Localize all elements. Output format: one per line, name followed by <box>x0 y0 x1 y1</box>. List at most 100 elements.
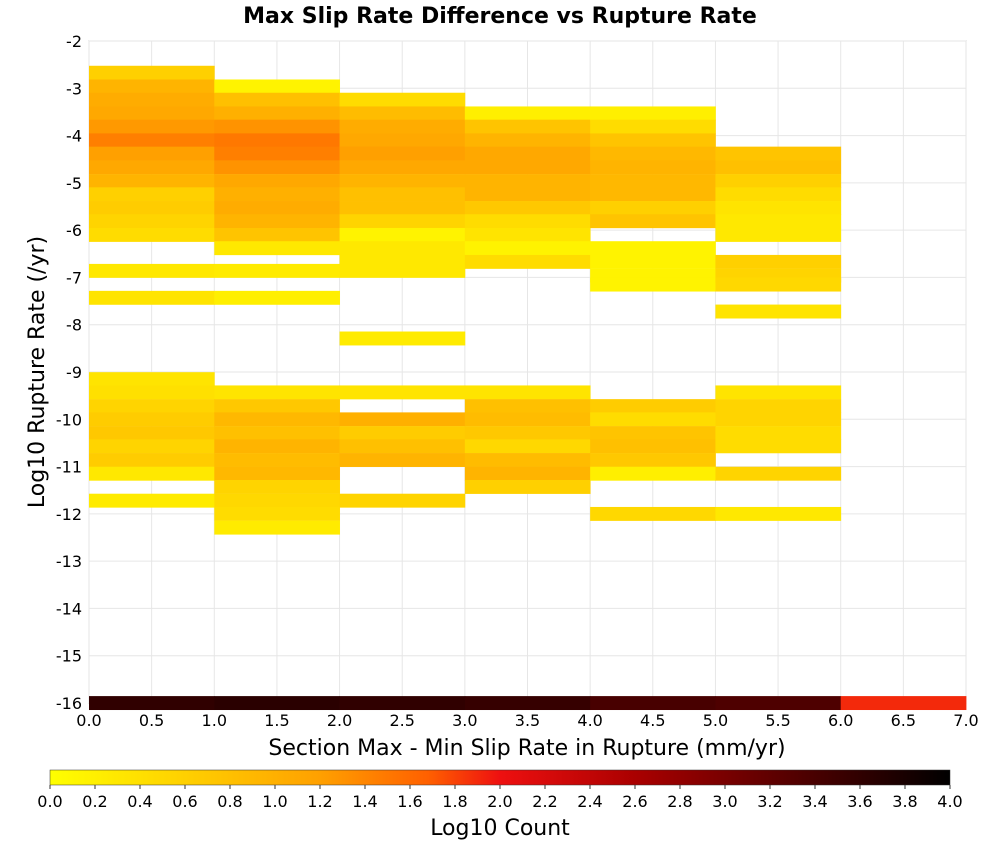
heatmap-cell <box>89 92 215 107</box>
colorbar-tick-label: 1.4 <box>352 792 377 811</box>
colorbar-tick-label: 3.0 <box>712 792 737 811</box>
heatmap-cell <box>89 227 215 242</box>
heatmap-cell <box>89 399 215 414</box>
heatmap-cell <box>339 201 466 215</box>
heatmap-cell <box>339 453 466 467</box>
heatmap-cell <box>464 187 591 202</box>
colorbar-tick-label: 1.0 <box>262 792 287 811</box>
colorbar-tick-label: 0.6 <box>172 792 197 811</box>
heatmap-cell <box>464 439 591 454</box>
heatmap-cell <box>590 412 716 427</box>
heatmap-cell <box>89 214 215 229</box>
y-axis-label: Log10 Rupture Rate (/yr) <box>25 236 50 508</box>
heatmap-cell <box>214 106 340 121</box>
x-tick-label: 1.0 <box>202 711 227 730</box>
heatmap-cell <box>89 119 215 134</box>
heatmap-cell <box>89 160 215 175</box>
heatmap-cell <box>214 133 340 148</box>
x-tick-label: 4.0 <box>577 711 602 730</box>
heatmap-cell <box>89 372 215 387</box>
heatmap-cell <box>89 466 215 481</box>
x-tick-label: 6.5 <box>891 711 916 730</box>
heatmap-cell <box>89 106 215 121</box>
heatmap-cell <box>214 119 340 134</box>
heatmap-cell <box>339 133 466 148</box>
heatmap-cell <box>590 696 716 711</box>
colorbar-tick-label: 3.2 <box>757 792 782 811</box>
heatmap-cell <box>339 92 466 107</box>
heatmap-cell <box>339 146 466 161</box>
y-tick-label: -3 <box>66 79 82 98</box>
heatmap-cell <box>590 466 716 481</box>
heatmap-cell <box>590 277 716 292</box>
heatmap-cell <box>715 696 842 711</box>
heatmap-cell <box>214 506 340 521</box>
heatmap-cell <box>214 241 340 256</box>
heatmap-cell <box>214 466 340 481</box>
heatmap-cell <box>715 174 842 188</box>
heatmap-cell <box>339 187 466 202</box>
heatmap-cell <box>339 227 466 242</box>
heatmap-cell <box>339 160 466 175</box>
y-tick-label: -15 <box>56 647 82 666</box>
x-tick-label: 1.5 <box>264 711 289 730</box>
y-tick-label: -8 <box>66 316 82 335</box>
heatmap-cell <box>715 412 842 427</box>
x-tick-label: 5.5 <box>765 711 790 730</box>
heatmap-cell <box>464 201 591 215</box>
heatmap-cell <box>339 263 466 278</box>
heatmap-cell <box>89 174 215 188</box>
heatmap-cell <box>339 412 466 427</box>
y-tick-label: -9 <box>66 363 82 382</box>
y-tick-label: -7 <box>66 268 82 287</box>
colorbar-tick-label: 2.2 <box>532 792 557 811</box>
heatmap-cell <box>214 520 340 535</box>
heatmap-cell <box>214 92 340 107</box>
heatmap-cell <box>715 160 842 175</box>
heatmap-cell <box>464 412 591 427</box>
x-tick-label: 2.0 <box>327 711 352 730</box>
heatmap-cell <box>590 160 716 175</box>
heatmap-cell <box>590 426 716 441</box>
heatmap-cell <box>715 399 842 414</box>
colorbar-tick-label: 2.4 <box>577 792 602 811</box>
x-tick-label: 5.0 <box>703 711 728 730</box>
heatmap-cell <box>214 187 340 202</box>
colorbar-tick-label: 4.0 <box>937 792 962 811</box>
heatmap-cell <box>715 201 842 215</box>
x-tick-label: 6.0 <box>828 711 853 730</box>
heatmap-cell <box>590 241 716 256</box>
heatmap-cell <box>715 214 842 229</box>
x-axis-ticks: 0.0 0.5 1.0 1.5 2.0 2.5 3.0 3.5 4.0 4.5 5.0 5.5 6.0 6… <box>76 711 978 730</box>
heatmap-cell <box>214 385 340 400</box>
heatmap-cell <box>214 227 340 242</box>
y-axis-ticks: -2 -3 -4 -5 -6 -7 -8 -9 -10 -11 -12 -13 -14 -15 -16 <box>56 32 82 713</box>
y-tick-label: -16 <box>56 694 82 713</box>
heatmap-cell <box>464 174 591 188</box>
y-tick-label: -12 <box>56 505 82 524</box>
heatmap-cell <box>214 201 340 215</box>
heatmap-cell <box>715 227 842 242</box>
heatmap-cells <box>89 65 967 711</box>
y-tick-label: -5 <box>66 174 82 193</box>
y-tick-label: -10 <box>56 410 82 429</box>
heatmap-cell <box>464 214 591 229</box>
heatmap-cell <box>464 119 591 134</box>
heatmap-cell <box>214 696 340 711</box>
heatmap-cell <box>464 426 591 441</box>
heatmap-cell <box>214 480 340 494</box>
colorbar-tick-label: 2.6 <box>622 792 647 811</box>
heatmap-cell <box>89 385 215 400</box>
chart-title: Max Slip Rate Difference vs Rupture Rate <box>243 4 757 29</box>
colorbar-tick-label: 3.8 <box>892 792 917 811</box>
heatmap-cell <box>214 399 340 414</box>
heatmap-cell <box>840 696 967 711</box>
heatmap-cell <box>715 466 842 481</box>
heatmap-cell <box>89 146 215 161</box>
heatmap-cell <box>89 201 215 215</box>
heatmap-cell <box>590 187 716 202</box>
heatmap-cell <box>89 290 215 305</box>
heatmap-cell <box>590 133 716 148</box>
colorbar-tick-label: 0.0 <box>37 792 62 811</box>
